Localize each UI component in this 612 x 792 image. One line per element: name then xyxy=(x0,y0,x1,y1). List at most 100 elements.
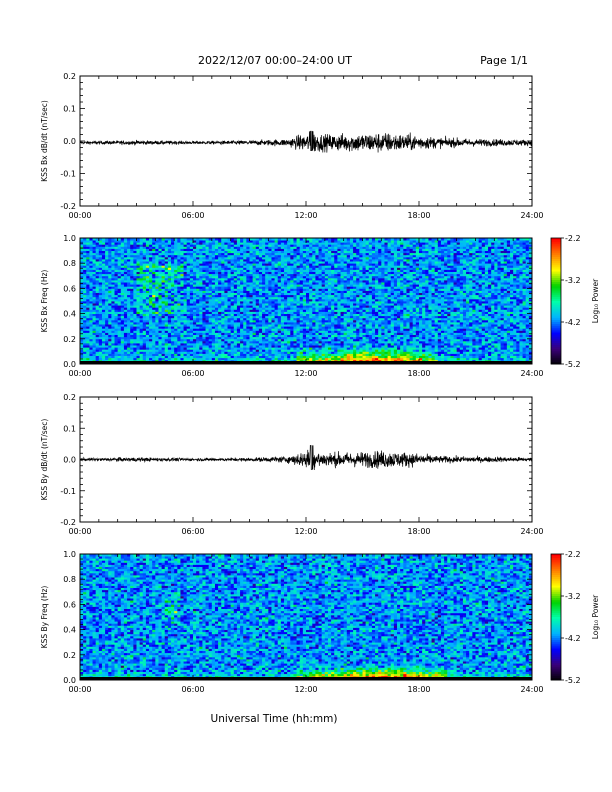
spectrogram-cell xyxy=(174,250,178,254)
spectrogram-cell xyxy=(139,290,144,293)
spectrogram-cell xyxy=(158,347,163,350)
spectrogram-cell xyxy=(196,351,200,354)
spectrogram-cell xyxy=(189,319,194,323)
spectrogram-cell xyxy=(193,324,197,327)
spectrogram-cell xyxy=(183,282,188,285)
spectrogram-cell xyxy=(171,305,175,308)
spectrogram-cell xyxy=(133,332,137,335)
spectrogram-cell xyxy=(199,334,203,338)
spectrogram-cell xyxy=(86,275,90,279)
spectrogram-cell xyxy=(108,345,112,348)
spectrogram-cell xyxy=(145,298,150,302)
spectrogram-cell xyxy=(98,315,103,319)
spectrogram-cell xyxy=(189,301,194,304)
spectrogram-cell xyxy=(92,338,97,342)
spectrogram-cell xyxy=(189,347,194,350)
spectrogram-cell xyxy=(83,298,87,302)
spectrogram-cell xyxy=(133,238,137,241)
spectrogram-cell xyxy=(120,275,125,279)
spectrogram-cell xyxy=(80,273,84,277)
spectrogram-cell xyxy=(136,252,141,256)
spectrogram-cell xyxy=(92,305,97,308)
spectrogram-cell xyxy=(127,336,131,340)
spectrogram-cell xyxy=(145,307,150,310)
spectrogram-cell xyxy=(142,315,147,319)
spectrogram-cell xyxy=(158,319,163,323)
spectrogram-cell xyxy=(105,305,109,308)
spectrogram-cell xyxy=(193,340,197,344)
spectrogram-cell xyxy=(98,326,103,329)
spectrogram-cell xyxy=(86,345,90,348)
spectrogram-cell xyxy=(114,347,119,350)
spectrogram-cell xyxy=(89,288,93,291)
spectrogram-cell xyxy=(136,242,141,245)
spectrogram-cell xyxy=(155,271,159,275)
spectrogram-cell xyxy=(189,345,194,348)
spectrogram-cell xyxy=(105,261,109,264)
spectrogram-cell xyxy=(164,248,169,251)
spectrogram-cell xyxy=(98,351,103,354)
spectrogram-cell xyxy=(177,267,181,270)
spectrogram-cell xyxy=(136,336,141,340)
spectrogram-cell xyxy=(117,336,122,340)
spectrogram-cell xyxy=(145,275,150,279)
spectrogram-cell xyxy=(123,240,128,243)
spectrogram-cell xyxy=(95,275,100,279)
spectrogram-cell xyxy=(149,351,153,354)
spectrogram-cell xyxy=(152,238,156,241)
spectrogram-cell xyxy=(199,269,203,272)
spectrogram-cell xyxy=(117,284,122,287)
spectrogram-cell xyxy=(108,282,112,285)
spectrogram-cell xyxy=(189,238,194,241)
spectrogram-cell xyxy=(171,282,175,285)
spectrogram-cell xyxy=(152,282,156,285)
spectrogram-cell xyxy=(142,240,147,243)
spectrogram-cell xyxy=(105,311,109,314)
spectrogram-cell xyxy=(111,322,115,325)
spectrogram-cell xyxy=(142,298,147,302)
spectrogram-cell xyxy=(180,286,184,289)
spectrogram-cell xyxy=(164,294,169,298)
spectrogram-cell xyxy=(111,326,115,329)
spectrogram-cell xyxy=(149,277,153,281)
spectrogram-cell xyxy=(186,353,191,356)
spectrogram-cell xyxy=(130,284,134,287)
spectrogram-cell xyxy=(174,347,178,350)
spectrogram-cell xyxy=(98,322,103,325)
spectrogram-cell xyxy=(183,334,188,338)
spectrogram-cell xyxy=(127,347,131,350)
spectrogram-cell xyxy=(171,267,175,270)
spectrogram-cell xyxy=(111,252,115,256)
spectrogram-cell xyxy=(180,277,184,281)
spectrogram-cell xyxy=(98,343,103,346)
spectrogram-cell xyxy=(114,259,119,262)
spectrogram-cell xyxy=(167,267,172,270)
spectrogram-cell xyxy=(80,252,84,256)
spectrogram-cell xyxy=(114,301,119,304)
spectrogram-cell xyxy=(149,244,153,247)
spectrogram-cell xyxy=(139,248,144,251)
spectrogram-cell xyxy=(127,294,131,298)
spectrogram-cell xyxy=(105,315,109,319)
spectrogram-cell xyxy=(105,313,109,317)
spectrogram-cell xyxy=(111,248,115,251)
spectrogram-cell xyxy=(158,349,163,352)
spectrogram-cell xyxy=(177,252,181,256)
spectrogram-cell xyxy=(92,244,97,247)
spectrogram-cell xyxy=(171,338,175,342)
spectrogram-cell xyxy=(139,269,144,272)
spectrogram-cell xyxy=(83,355,87,359)
spectrogram-cell xyxy=(186,319,191,323)
spectrogram-cell xyxy=(80,244,84,247)
spectrogram-cell xyxy=(98,256,103,260)
spectrogram-cell xyxy=(145,336,150,340)
spectrogram-cell xyxy=(164,280,169,283)
spectrogram-cell xyxy=(86,261,90,264)
spectrogram-cell xyxy=(186,238,191,241)
spectrogram-cell xyxy=(130,353,134,356)
spectrogram-cell xyxy=(155,275,159,279)
spectrogram-cell xyxy=(183,265,188,268)
spectrogram-cell xyxy=(127,343,131,346)
spectrogram-cell xyxy=(117,340,122,344)
spectrogram-cell xyxy=(92,334,97,338)
